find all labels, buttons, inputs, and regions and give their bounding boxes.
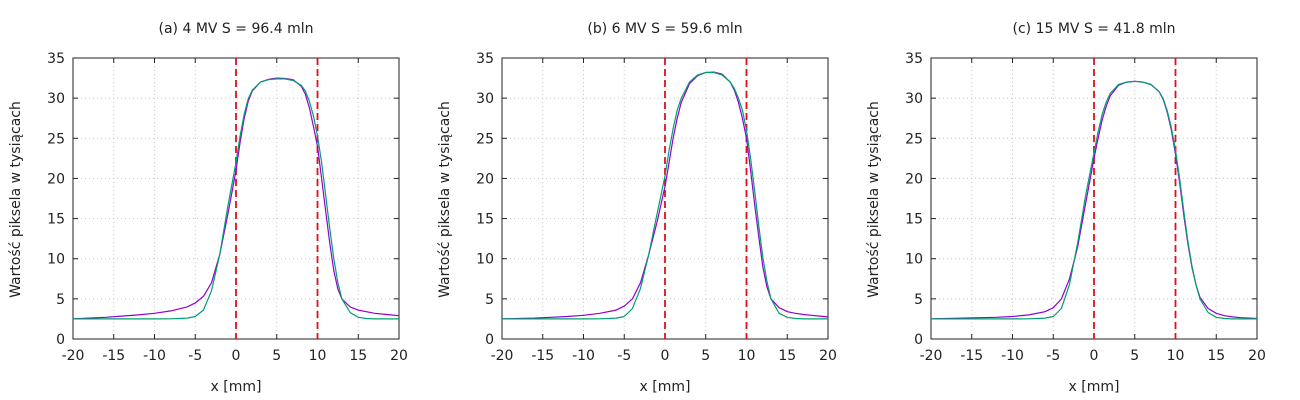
x-tick-label: -20 (62, 348, 85, 364)
chart-title: (a) 4 MV S = 96.4 mln (159, 21, 314, 37)
series-line-2 (931, 80, 1257, 320)
x-axis-label: x [mm] (211, 379, 262, 395)
y-tick-label: 5 (56, 292, 65, 308)
x-tick-label: 0 (661, 348, 670, 364)
y-tick-label: 5 (485, 292, 494, 308)
series-line-2 (73, 78, 399, 320)
y-tick-label: 0 (56, 332, 65, 348)
x-tick-label: -10 (143, 348, 166, 364)
y-tick-label: 0 (914, 332, 923, 348)
y-tick-label: 20 (476, 171, 494, 187)
chart-title: (c) 15 MV S = 41.8 mln (1013, 21, 1176, 37)
y-tick-label: 25 (905, 131, 923, 147)
x-tick-label: -20 (920, 348, 943, 364)
series-line-2 (502, 71, 828, 320)
x-tick-label: 10 (738, 348, 756, 364)
chart-panel-1: -20 -15 -10 -5 0 5 10 15 20 0 5 10 15 20 25 30 35 (a) 4 M… (8, 21, 408, 395)
y-tick-label: 25 (476, 131, 494, 147)
x-tick-label: 10 (1167, 348, 1185, 364)
series-line-1 (72, 77, 400, 320)
x-tick-label: -5 (188, 348, 202, 364)
x-tick-label: 20 (390, 348, 408, 364)
x-tick-label: -5 (617, 348, 631, 364)
y-tick-label: 30 (905, 91, 923, 107)
chart-panel-3: -20 -15 -10 -5 0 5 10 15 20 0 5 10 15 20 25 30 35 (c) 15 … (866, 21, 1266, 395)
y-tick-label: 10 (476, 252, 494, 268)
x-tick-label: 20 (1248, 348, 1266, 364)
x-tick-label: 0 (1090, 348, 1099, 364)
x-tick-label: 15 (1207, 348, 1225, 364)
x-tick-label: -15 (960, 348, 983, 364)
x-tick-label: -20 (491, 348, 514, 364)
y-tick-label: 35 (47, 51, 65, 67)
chart-panel-2: -20 -15 -10 -5 0 5 10 15 20 0 5 10 15 20 25 30 35 (b) 6 M… (437, 21, 837, 395)
y-tick-label: 15 (47, 212, 65, 228)
x-tick-label: 5 (1130, 348, 1139, 364)
x-tick-label: 15 (778, 348, 796, 364)
x-axis-label: x [mm] (640, 379, 691, 395)
y-tick-label: 35 (476, 51, 494, 67)
x-tick-label: 5 (272, 348, 281, 364)
x-axis-label: x [mm] (1069, 379, 1120, 395)
chart-title: (b) 6 MV S = 59.6 mln (587, 21, 742, 37)
y-tick-label: 10 (905, 252, 923, 268)
y-tick-label: 15 (476, 212, 494, 228)
y-tick-label: 5 (914, 292, 923, 308)
x-tick-label: 5 (701, 348, 710, 364)
y-tick-label: 35 (905, 51, 923, 67)
y-tick-label: 20 (47, 171, 65, 187)
x-tick-label: -15 (102, 348, 125, 364)
y-tick-label: 30 (47, 91, 65, 107)
x-tick-label: -10 (1001, 348, 1024, 364)
y-tick-label: 10 (47, 252, 65, 268)
x-tick-label: 10 (309, 348, 327, 364)
x-tick-label: -5 (1046, 348, 1060, 364)
y-axis-label: Wartość piksela w tysiącach (437, 101, 453, 298)
y-axis-label: Wartość piksela w tysiącach (8, 101, 24, 298)
y-tick-label: 0 (485, 332, 494, 348)
x-tick-label: 0 (232, 348, 241, 364)
x-tick-label: -10 (572, 348, 595, 364)
y-axis-label: Wartość piksela w tysiącach (866, 101, 882, 298)
y-tick-label: 25 (47, 131, 65, 147)
x-tick-label: 20 (819, 348, 837, 364)
x-tick-label: 15 (349, 348, 367, 364)
x-tick-label: -15 (531, 348, 554, 364)
y-tick-label: 30 (476, 91, 494, 107)
y-tick-label: 15 (905, 212, 923, 228)
y-tick-label: 20 (905, 171, 923, 187)
